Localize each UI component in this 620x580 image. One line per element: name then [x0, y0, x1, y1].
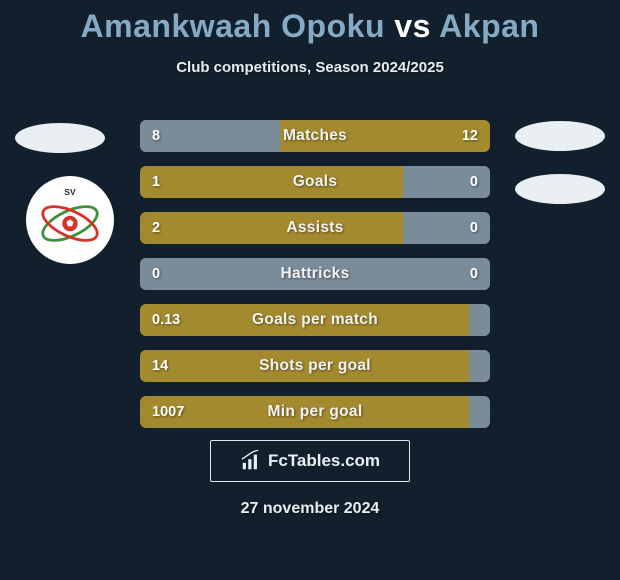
stat-row: 14Shots per goal	[140, 350, 490, 382]
brand-text: FcTables.com	[268, 451, 380, 471]
subtitle: Club competitions, Season 2024/2025	[0, 59, 620, 76]
player2-badge-placeholder-1	[515, 121, 605, 151]
stat-label: Hattricks	[140, 258, 490, 290]
stat-row: 0.13Goals per match	[140, 304, 490, 336]
stat-label: Shots per goal	[140, 350, 490, 382]
stat-row: 20Assists	[140, 212, 490, 244]
club-logo: SV	[26, 176, 114, 264]
club-logo-svg: SV	[35, 185, 105, 255]
stat-row: 10Goals	[140, 166, 490, 198]
stat-label: Goals per match	[140, 304, 490, 336]
stat-label: Goals	[140, 166, 490, 198]
stat-row: 812Matches	[140, 120, 490, 152]
player2-name: Akpan	[439, 8, 539, 44]
brand-chart-icon	[240, 450, 262, 472]
stat-bars: 812Matches 10Goals 20Assists 00Hattricks 0.1…	[140, 120, 490, 442]
stat-label: Matches	[140, 120, 490, 152]
stat-label: Min per goal	[140, 396, 490, 428]
brand-box: FcTables.com	[210, 440, 410, 482]
stat-row: 00Hattricks	[140, 258, 490, 290]
player2-badge-placeholder-2	[515, 174, 605, 204]
player1-badge-placeholder	[15, 123, 105, 153]
comparison-title: Amankwaah Opoku vs Akpan	[0, 0, 620, 45]
footer-date: 27 november 2024	[0, 500, 620, 518]
stat-row: 1007Min per goal	[140, 396, 490, 428]
vs-label: vs	[394, 8, 431, 44]
stat-label: Assists	[140, 212, 490, 244]
player1-name: Amankwaah Opoku	[81, 8, 385, 44]
svg-text:SV: SV	[64, 187, 76, 197]
